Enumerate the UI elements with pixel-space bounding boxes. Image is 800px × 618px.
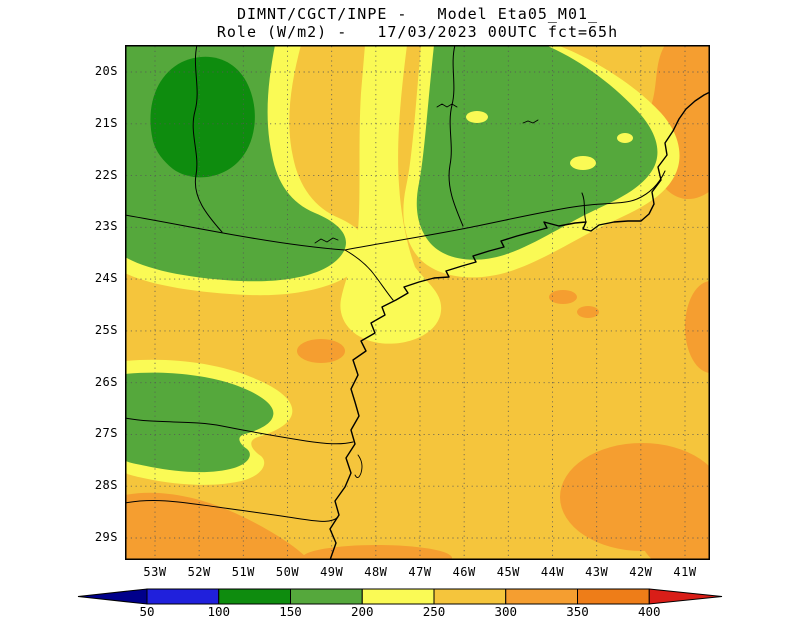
orange-spot-coast-1 bbox=[549, 290, 577, 304]
colorbar-segment bbox=[218, 588, 291, 605]
river-squiggle-3 bbox=[522, 119, 539, 124]
map-area bbox=[124, 44, 744, 573]
state-borders bbox=[124, 44, 666, 522]
lon-tick-label: 51W bbox=[231, 565, 255, 579]
lat-tick-label: 26S bbox=[94, 374, 118, 389]
orange-patch-sw-corner bbox=[125, 492, 309, 560]
island-florianopolis bbox=[354, 454, 363, 478]
colorbar-value-label: 50 bbox=[139, 604, 154, 618]
lon-tick-label: 52W bbox=[187, 565, 211, 579]
yellow-spot-2 bbox=[570, 156, 596, 170]
colorbar-value-label: 100 bbox=[207, 604, 230, 618]
colorbar-value-label: 150 bbox=[279, 604, 302, 618]
orange-spot-center-left bbox=[297, 339, 345, 363]
colorbar-value-label: 200 bbox=[351, 604, 374, 618]
green-region-east bbox=[416, 45, 658, 260]
title-line1: DIMNT/CGCT/INPE - Model Eta05_M01_ bbox=[236, 5, 599, 23]
map-frame-border bbox=[125, 45, 710, 560]
colorbar-segment bbox=[361, 588, 435, 605]
yellow-streak-center bbox=[340, 45, 442, 344]
lat-tick-label: 21S bbox=[94, 115, 118, 130]
lon-tick-label: 41W bbox=[673, 565, 697, 579]
yellow-spot-3 bbox=[617, 133, 633, 143]
colorbar-right-arrow bbox=[648, 588, 723, 605]
colorbar-value-label: 400 bbox=[638, 604, 661, 618]
lat-tick-label: 25S bbox=[94, 322, 118, 337]
lon-tick-label: 53W bbox=[143, 565, 167, 579]
colorbar: 50 100 150 200 250 300 350 400 bbox=[77, 588, 723, 618]
border-to-coast bbox=[344, 249, 394, 301]
lat-tick-label: 22S bbox=[94, 167, 118, 182]
lon-tick-label: 47W bbox=[408, 565, 432, 579]
river-squiggle-1 bbox=[314, 237, 339, 244]
lon-tick-label: 48W bbox=[364, 565, 388, 579]
colorbar-segment bbox=[505, 588, 578, 605]
colorbar-left-arrow bbox=[77, 588, 148, 605]
border-south-1 bbox=[124, 417, 354, 445]
title-line2: Role (W/m2) - 17/03/2023 00UTC fct=65h bbox=[216, 23, 619, 41]
lat-tick-label: 27S bbox=[94, 426, 118, 441]
yellow-spots-in-green bbox=[466, 111, 633, 170]
colorbar-segment bbox=[290, 588, 363, 605]
lat-tick-label: 29S bbox=[94, 530, 118, 544]
lat-lon-grid bbox=[126, 46, 709, 559]
green-region-sw bbox=[125, 372, 274, 473]
coastline bbox=[329, 91, 711, 561]
field-band-100-150-core bbox=[150, 56, 255, 178]
lon-tick-label: 50W bbox=[275, 565, 300, 579]
lon-tick-label: 46W bbox=[452, 565, 476, 579]
lon-tick-label: 44W bbox=[540, 565, 565, 579]
lon-tick-label: 49W bbox=[320, 565, 344, 579]
chart-title: DIMNT/CGCT/INPE - Model Eta05_M01_ Role … bbox=[125, 5, 710, 41]
border-long-northeast bbox=[344, 170, 666, 251]
border-west-horizontal bbox=[124, 214, 346, 251]
yellow-spot-1 bbox=[466, 111, 488, 123]
lon-tick-label: 45W bbox=[496, 565, 520, 579]
colorbar-value-label: 250 bbox=[423, 604, 446, 618]
colorbar-segment bbox=[577, 588, 650, 605]
border-south-2 bbox=[124, 499, 339, 522]
rivers bbox=[314, 103, 539, 244]
lat-tick-label: 20S bbox=[94, 64, 118, 78]
river-squiggle-2 bbox=[436, 103, 458, 108]
lat-tick-label: 24S bbox=[94, 271, 118, 286]
border-short-rio bbox=[581, 192, 587, 223]
colorbar-value-label: 350 bbox=[566, 604, 589, 618]
lon-tick-label: 43W bbox=[585, 565, 609, 579]
border-vertical-west bbox=[192, 44, 223, 233]
colorbar-segment bbox=[146, 588, 220, 605]
lat-tick-label: 28S bbox=[94, 478, 118, 493]
border-vertical-center bbox=[448, 44, 464, 227]
lon-tick-label: 42W bbox=[629, 565, 653, 579]
colorbar-segment bbox=[433, 588, 507, 605]
field-plot-svg bbox=[124, 44, 744, 573]
orange-spot-coast-2 bbox=[577, 306, 599, 318]
colorbar-value-label: 300 bbox=[494, 604, 517, 618]
lat-tick-label: 23S bbox=[94, 219, 118, 234]
